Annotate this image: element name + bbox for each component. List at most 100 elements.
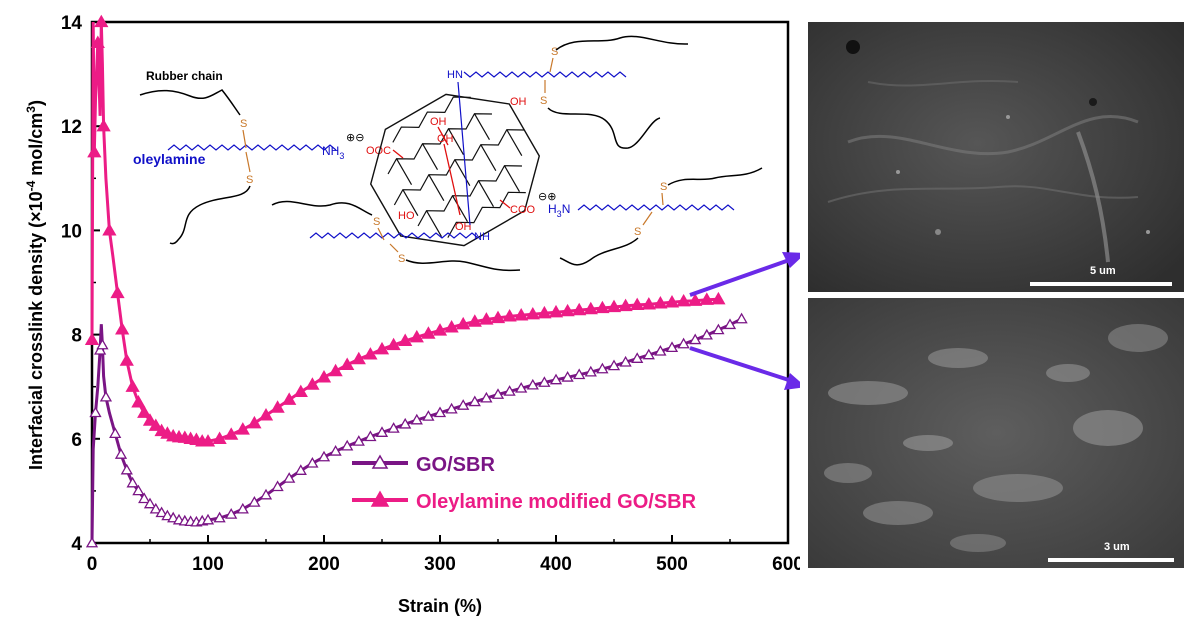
data-point-series-1	[631, 352, 644, 363]
oleylamine-chain-top	[463, 71, 627, 78]
sulfur-bond-7	[661, 192, 664, 206]
data-point-series-1	[689, 333, 702, 345]
x-tick-label: 200	[308, 554, 340, 575]
data-point-series-1	[735, 312, 748, 324]
data-point-series-2	[131, 395, 146, 408]
data-point-series-1	[294, 464, 307, 475]
data-point-series-2	[630, 297, 645, 311]
data-point-series-2	[490, 310, 506, 324]
data-point-series-1	[149, 502, 162, 514]
rubber-chain-label: Rubber chain	[146, 69, 223, 83]
data-point-series-2	[90, 35, 105, 48]
data-point-series-2	[96, 118, 111, 132]
coo-label: COO	[510, 204, 536, 216]
x-tick-label: 100	[192, 554, 224, 575]
data-point-series-1	[138, 492, 151, 504]
data-point-series-1	[468, 395, 481, 407]
y-tick-label: 12	[61, 117, 82, 138]
rubber-chain-4	[547, 107, 661, 149]
data-point-series-2	[606, 299, 622, 313]
sulfur-bond-3	[549, 57, 554, 73]
sulfur-bond-5	[377, 227, 385, 241]
legend-item-oleylamine-go-sbr: Oleylamine modified GO/SBR	[352, 490, 697, 513]
h3n-label: H3N	[548, 202, 570, 219]
data-point-series-2	[224, 427, 239, 440]
x-tick-label: 500	[656, 554, 688, 575]
data-point-series-1	[712, 323, 725, 335]
legend: GO/SBR Oleylamine modified GO/SBR	[352, 454, 697, 513]
data-point-series-1	[700, 328, 713, 340]
data-point-series-2	[340, 357, 355, 370]
data-point-series-1	[642, 348, 655, 360]
data-point-series-2	[595, 300, 610, 314]
data-point-series-1	[85, 536, 99, 548]
series-layer	[84, 14, 748, 548]
data-point-series-1	[561, 371, 574, 382]
data-point-series-2	[479, 312, 494, 325]
x-tick-label: 600	[772, 554, 800, 575]
data-point-series-2	[137, 405, 152, 418]
data-point-series-1	[109, 427, 122, 438]
molecular-schematic: Rubber chain S S oleylamine NH3 ⊕⊖ OOC O…	[133, 35, 763, 272]
data-point-series-1	[225, 508, 238, 519]
data-point-series-1	[352, 435, 365, 446]
sulfur-label: S	[373, 216, 380, 228]
y-axis-label: Interfacial crosslink density (×10-4 mol…	[24, 100, 46, 470]
data-point-series-2	[247, 415, 262, 429]
legend-item-go-sbr: GO/SBR	[352, 454, 495, 476]
oh-label: OH	[455, 221, 472, 233]
data-point-series-2	[363, 347, 378, 360]
data-point-series-2	[293, 384, 308, 398]
data-point-series-1	[584, 365, 597, 377]
sulfur-bond-1	[242, 129, 247, 149]
data-point-series-2	[398, 333, 413, 347]
data-point-series-2	[653, 296, 668, 309]
data-point-series-1	[665, 341, 679, 353]
data-point-series-2	[258, 408, 274, 421]
data-point-series-2	[444, 319, 459, 333]
graphene-oxide-sheet	[369, 93, 541, 247]
data-point-series-2	[148, 418, 163, 431]
data-point-series-2	[235, 422, 250, 435]
sulfur-label: S	[240, 118, 247, 130]
sulfur-label: S	[634, 226, 641, 238]
data-point-series-1	[526, 378, 539, 390]
ho-label: HO	[398, 210, 415, 222]
data-point-series-2	[432, 323, 448, 336]
data-point-series-1	[677, 337, 690, 349]
data-point-series-2	[525, 306, 540, 320]
scale-label-top: 5 um	[1090, 265, 1116, 277]
data-point-series-1	[132, 484, 145, 496]
data-point-series-1	[410, 413, 423, 425]
data-point-series-1	[126, 476, 139, 488]
data-point-series-2	[618, 298, 633, 312]
data-point-series-1	[491, 388, 505, 399]
data-point-series-2	[699, 292, 714, 305]
y-tick-label: 10	[61, 221, 82, 242]
data-point-series-2	[386, 337, 401, 351]
data-point-series-1	[329, 444, 342, 456]
data-point-series-1	[723, 318, 737, 330]
data-point-series-1	[654, 344, 667, 356]
data-point-series-2	[641, 297, 656, 310]
data-point-series-1	[120, 463, 133, 475]
legend-label-go-sbr: GO/SBR	[416, 454, 495, 476]
scale-bar-top	[1030, 282, 1172, 286]
data-point-series-2	[305, 377, 320, 390]
data-point-series-1	[114, 448, 128, 459]
data-point-series-2	[270, 400, 285, 413]
y-tick-label: 4	[71, 534, 82, 555]
hn-bond	[457, 81, 471, 226]
ooc-label: OOC	[366, 145, 391, 157]
data-point-series-2	[84, 332, 100, 345]
crosslink-density-chart: 0 100 200 300 400 500 600 4 6 8 10 12 14 Rubber chai…	[24, 13, 800, 616]
data-point-series-1	[248, 496, 261, 507]
scale-label-bottom: 3 um	[1104, 541, 1130, 553]
data-point-series-2	[560, 303, 575, 317]
data-point-series-1	[93, 343, 107, 355]
sulfur-label: S	[660, 181, 667, 193]
data-point-series-2	[711, 291, 726, 305]
data-point-series-1	[445, 402, 458, 414]
data-point-series-1	[422, 410, 435, 421]
sulfur-bond-6	[389, 243, 399, 253]
